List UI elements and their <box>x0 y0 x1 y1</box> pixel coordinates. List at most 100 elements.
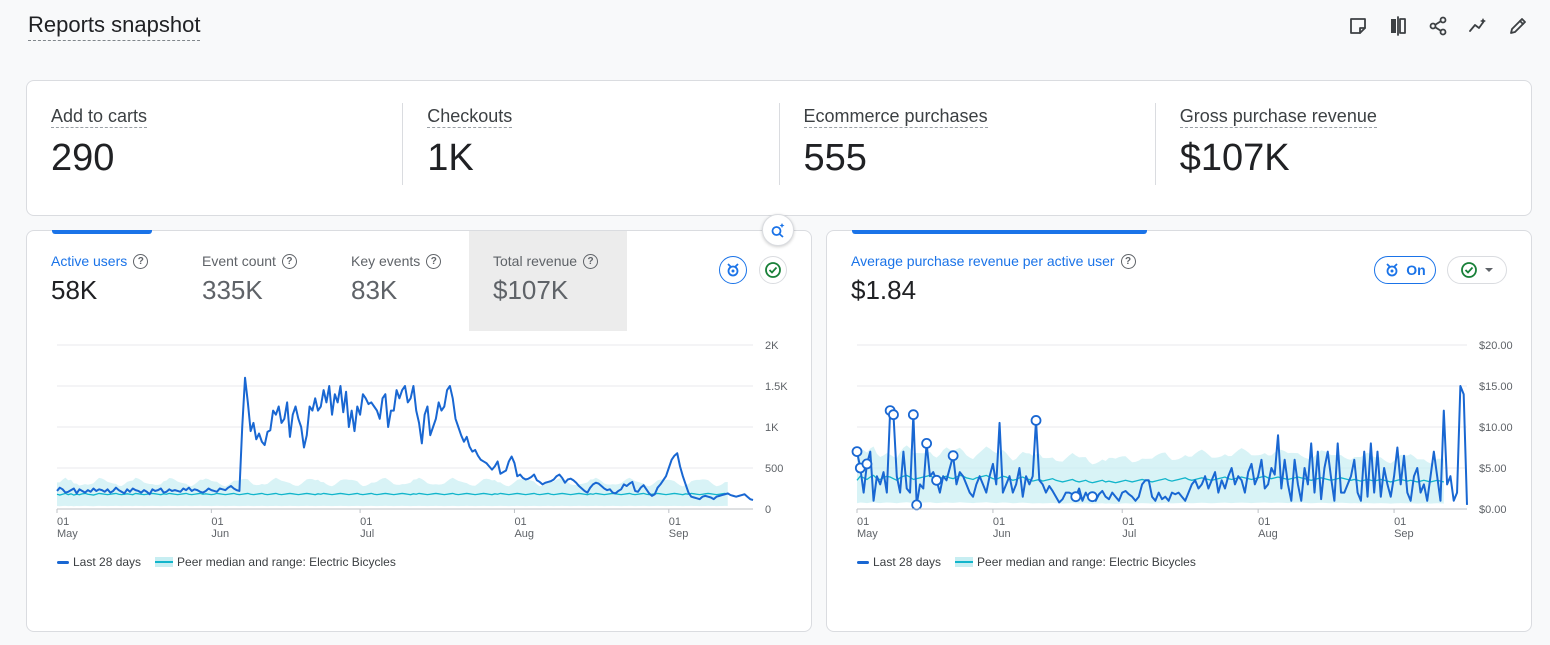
y-tick-label: 500 <box>765 463 783 475</box>
tab-value: 83K <box>351 275 398 305</box>
x-tick-label-month: Jun <box>211 528 229 540</box>
tab-label: Average purchase revenue per active user <box>851 253 1115 269</box>
avg-revenue-chart[interactable]: $20.00$15.00$10.00$5.00$0.0001May01Jun01… <box>827 331 1531 551</box>
x-tick-label-month: Sep <box>669 528 689 540</box>
x-tick-label-month: Jul <box>1122 528 1136 540</box>
check-circle-icon[interactable] <box>759 256 787 284</box>
kpi-summary-card: Add to carts 290 Checkouts 1K Ecommerce … <box>26 80 1532 216</box>
x-tick-label-month: Jun <box>993 528 1011 540</box>
benchmark-icon[interactable] <box>719 256 747 284</box>
insights-icon[interactable] <box>1466 12 1490 40</box>
legend-item-series[interactable]: Last 28 days <box>857 555 941 569</box>
toolbar <box>1346 12 1530 40</box>
kpi-value: $107K <box>1179 137 1290 179</box>
tab-value: $1.84 <box>851 275 917 305</box>
benchmark-toggle-label: On <box>1406 262 1426 278</box>
x-tick-label-day: 01 <box>211 516 223 528</box>
y-tick-label: 1K <box>765 422 779 434</box>
tab-label: Event count <box>202 253 276 269</box>
notes-icon[interactable] <box>1346 12 1370 40</box>
help-icon[interactable]: ? <box>133 253 149 269</box>
check-circle-icon <box>1461 262 1477 278</box>
kpi-value: 1K <box>427 137 474 179</box>
chevron-down-icon <box>1485 268 1493 272</box>
kpi-label[interactable]: Gross purchase revenue <box>1179 106 1377 128</box>
tab-label: Active users <box>51 253 128 269</box>
y-tick-label: $0.00 <box>1479 504 1507 516</box>
anomaly-marker[interactable] <box>861 458 873 470</box>
x-tick-label-day: 01 <box>1394 516 1406 528</box>
share-icon[interactable] <box>1426 12 1450 40</box>
x-tick-label-day: 01 <box>857 516 869 528</box>
legend-item-series[interactable]: Last 28 days <box>57 555 141 569</box>
kpi-label[interactable]: Add to carts <box>51 106 148 128</box>
help-icon[interactable]: ? <box>1120 253 1136 269</box>
tab-key-events[interactable]: Key events? 83K <box>327 231 469 331</box>
benchmark-toggle[interactable]: On <box>1374 256 1436 284</box>
anomaly-marker[interactable] <box>1030 415 1042 426</box>
x-tick-label-month: Sep <box>1394 528 1414 540</box>
peer-range-band <box>57 477 728 507</box>
tab-label: Key events <box>351 253 421 269</box>
anomaly-marker[interactable] <box>888 409 899 421</box>
anomaly-marker[interactable] <box>907 409 919 421</box>
tab-total-revenue[interactable]: Total revenue? $107K <box>469 231 627 331</box>
anomaly-marker[interactable] <box>1070 491 1082 503</box>
kpi-value: 290 <box>51 137 115 179</box>
help-icon[interactable]: ? <box>281 253 297 269</box>
x-tick-label-day: 01 <box>1258 516 1270 528</box>
edit-icon[interactable] <box>1506 12 1530 40</box>
kpi-add-to-carts[interactable]: Add to carts 290 <box>27 103 404 185</box>
tab-event-count[interactable]: Event count? 335K <box>178 231 328 331</box>
x-tick-label-month: Aug <box>514 528 534 540</box>
anomaly-marker[interactable] <box>1086 491 1098 503</box>
benchmark-icon <box>1386 263 1398 277</box>
x-tick-label-month: May <box>57 528 78 540</box>
series-line <box>56 376 754 501</box>
x-tick-label-day: 01 <box>1122 516 1134 528</box>
kpi-label[interactable]: Checkouts <box>427 106 513 128</box>
tab-value: 58K <box>51 275 98 305</box>
x-tick-label-day: 01 <box>514 516 526 528</box>
x-tick-label-month: May <box>857 528 878 540</box>
x-tick-label-month: Aug <box>1258 528 1278 540</box>
x-tick-label-month: Jul <box>360 528 374 540</box>
tab-label: Total revenue <box>493 253 578 269</box>
legend-item-peer[interactable]: Peer median and range: Electric Bicycles <box>955 555 1196 569</box>
page-title[interactable]: Reports snapshot <box>28 12 201 41</box>
anomaly-marker[interactable] <box>947 450 959 462</box>
metrics-chart-card: Active users? 58K Event count? 335K Key … <box>26 230 812 632</box>
x-tick-label-day: 01 <box>669 516 681 528</box>
legend-item-peer[interactable]: Peer median and range: Electric Bicycles <box>155 555 396 569</box>
tab-value: $107K <box>493 275 569 305</box>
y-tick-label: $5.00 <box>1479 463 1507 475</box>
check-dropdown[interactable] <box>1447 256 1507 284</box>
y-tick-label: 0 <box>765 504 771 516</box>
help-icon[interactable]: ? <box>426 253 442 269</box>
anomaly-marker[interactable] <box>911 499 923 511</box>
help-icon[interactable]: ? <box>583 253 599 269</box>
active-tab-indicator <box>852 230 1147 234</box>
kpi-label[interactable]: Ecommerce purchases <box>803 106 988 128</box>
kpi-checkouts[interactable]: Checkouts 1K <box>403 103 780 185</box>
chart-legend: Last 28 days Peer median and range: Elec… <box>57 555 396 569</box>
tab-avg-purchase-revenue[interactable]: Average purchase revenue per active user… <box>827 231 1167 331</box>
y-tick-label: $10.00 <box>1479 422 1513 434</box>
x-tick-label-day: 01 <box>57 516 69 528</box>
search-insights-icon[interactable] <box>762 214 794 246</box>
y-tick-label: $15.00 <box>1479 381 1513 393</box>
kpi-value: 555 <box>803 137 867 179</box>
series-line <box>856 385 1468 506</box>
y-tick-label: 1.5K <box>765 381 788 393</box>
anomaly-marker[interactable] <box>931 474 942 486</box>
y-tick-label: $20.00 <box>1479 340 1513 352</box>
anomaly-marker[interactable] <box>921 438 933 449</box>
kpi-gross-purchase-revenue[interactable]: Gross purchase revenue $107K <box>1156 103 1531 185</box>
y-tick-label: 2K <box>765 340 779 352</box>
kpi-ecommerce-purchases[interactable]: Ecommerce purchases 555 <box>780 103 1156 185</box>
tab-active-users[interactable]: Active users? 58K <box>27 231 177 331</box>
compare-icon[interactable] <box>1386 12 1410 40</box>
active-tab-indicator <box>52 230 152 234</box>
anomaly-marker[interactable] <box>851 446 863 457</box>
